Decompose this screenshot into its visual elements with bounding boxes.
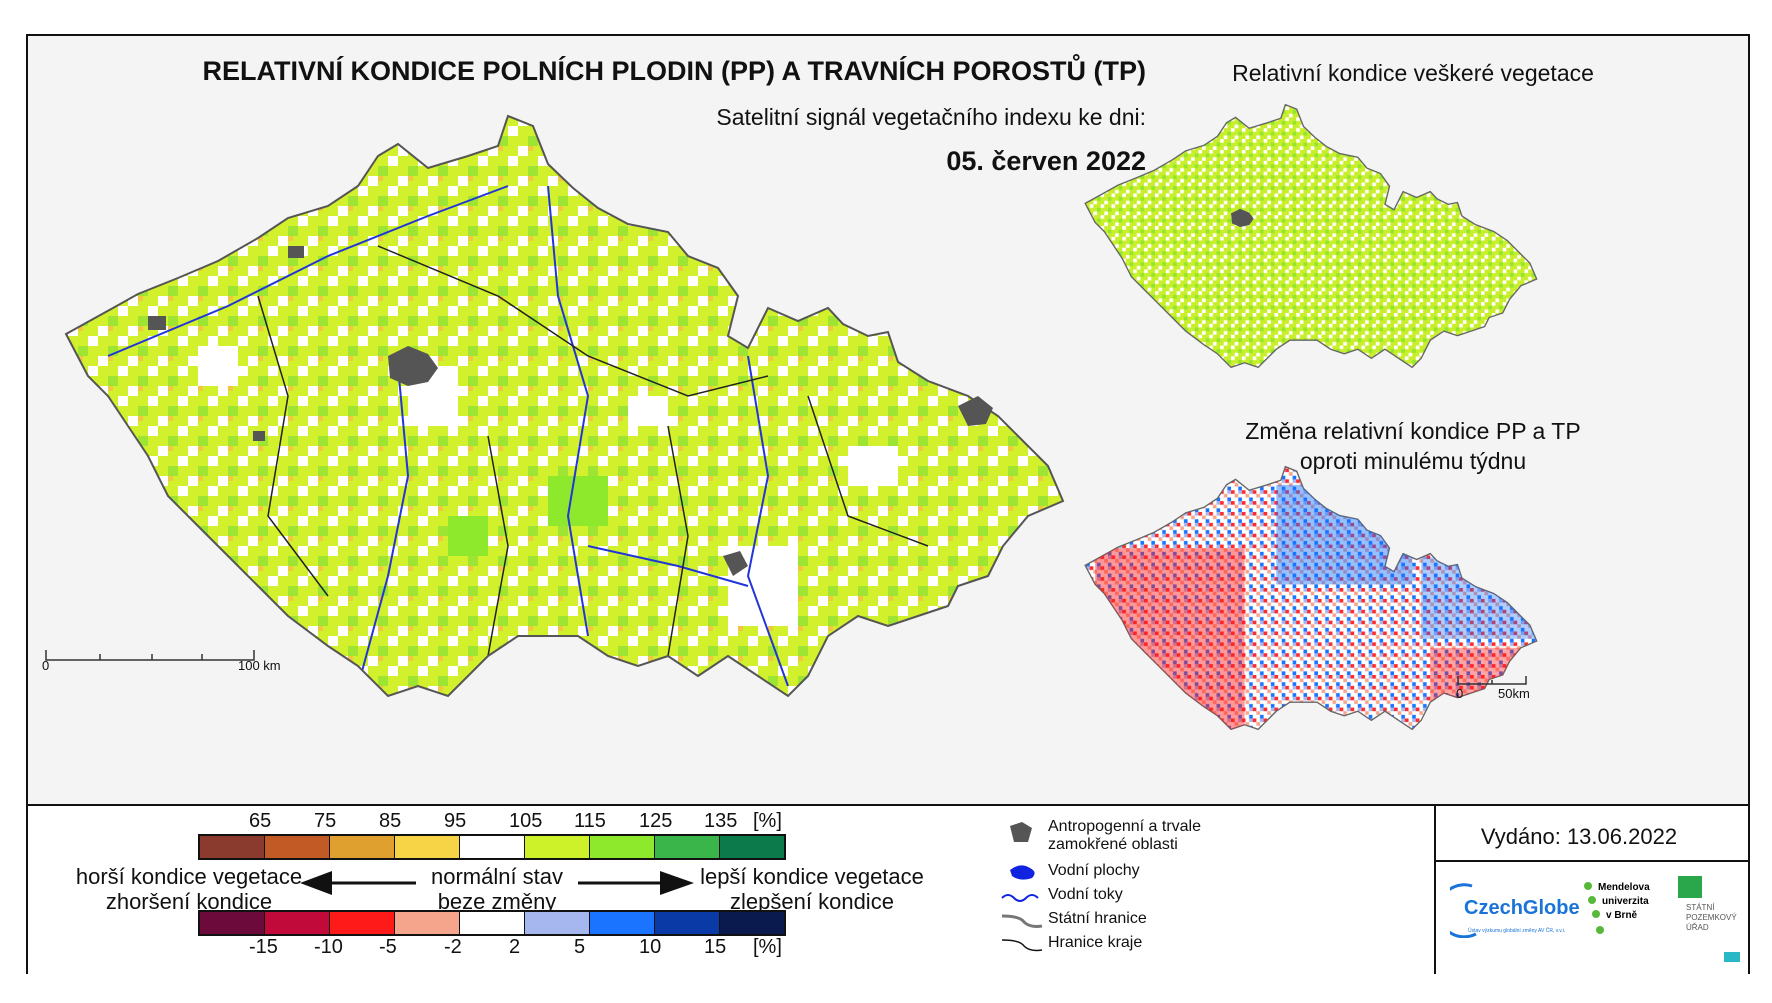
river-label: Vodní toky xyxy=(1048,886,1123,903)
change-label: 15 xyxy=(704,936,727,958)
inset-top-title: Relativní kondice veškeré vegetace xyxy=(1232,60,1594,86)
condition-swatch xyxy=(459,836,524,858)
mendel-logo-line1: Mendelova xyxy=(1598,882,1650,893)
map-area: RELATIVNÍ KONDICE POLNÍCH PLODIN (PP) A … xyxy=(28,36,1748,804)
urban-area-label-line1: Antropogenní a trvale xyxy=(1048,818,1201,835)
change-label: 10 xyxy=(639,936,662,958)
spu-logo-line3: ÚŘAD xyxy=(1686,923,1709,932)
map-subtitle: Satelitní signál vegetačního indexu ke d… xyxy=(716,104,1146,130)
left-arrow-icon xyxy=(300,871,416,895)
condition-label: 65 xyxy=(249,810,272,832)
inset-scale-start: 0 xyxy=(1456,686,1464,701)
change-swatch xyxy=(394,912,459,934)
condition-swatch xyxy=(394,836,459,858)
condition-label: 95 xyxy=(444,810,467,832)
condition-label: 115 xyxy=(574,810,606,832)
czechglobe-logo-sub: Ústav výzkumu globální změny AV ČR, v.v.… xyxy=(1468,927,1565,934)
mendel-logo: Mendelova univerzita v Brně xyxy=(1584,882,1650,934)
urban-area-label-line2: zamokřené oblasti xyxy=(1048,836,1178,853)
condition-swatch xyxy=(200,836,264,858)
czechglobe-logo: CzechGlobe Ústav výzkumu globální změny … xyxy=(1450,883,1580,938)
inset-change-map xyxy=(1084,466,1538,730)
condition-label: 75 xyxy=(314,810,337,832)
inset-vegetation-map xyxy=(1084,103,1538,368)
legend-divider-vertical xyxy=(1434,806,1436,974)
right-arrow-icon xyxy=(578,871,694,895)
inset-scale-end: 50km xyxy=(1498,686,1530,701)
map-title: RELATIVNÍ KONDICE POLNÍCH PLODIN (PP) A … xyxy=(202,56,1147,86)
better-line2: zlepšení kondice xyxy=(730,889,894,914)
condition-swatch xyxy=(719,836,784,858)
spu-logo-line2: POZEMKOVÝ xyxy=(1686,913,1737,922)
change-swatch xyxy=(329,912,394,934)
change-swatch xyxy=(589,912,654,934)
change-swatch xyxy=(200,912,264,934)
worse-text: horší kondice vegetace zhoršení kondice xyxy=(58,864,320,914)
urban-area-icon xyxy=(1010,822,1032,842)
condition-legend-bar xyxy=(198,834,786,860)
prague-urban xyxy=(388,346,438,386)
condition-swatch xyxy=(589,836,654,858)
change-label: -5 xyxy=(379,936,397,958)
brno-urban xyxy=(723,551,748,576)
normal-text: normální stav beze změny xyxy=(424,864,570,914)
condition-label: 125 xyxy=(639,810,673,832)
change-label: -2 xyxy=(444,936,462,958)
inset-bottom-title-line2: oproti minulému týdnu xyxy=(1299,448,1527,474)
river-icon xyxy=(1001,894,1039,902)
inset-bottom-title: Změna relativní kondice PP a TP oproti m… xyxy=(1218,416,1608,476)
main-map xyxy=(65,115,1064,697)
main-scale-start: 0 xyxy=(42,658,50,673)
condition-swatch xyxy=(264,836,329,858)
condition-swatch xyxy=(654,836,719,858)
change-label: [%] xyxy=(753,936,782,958)
better-line1: lepší kondice vegetace xyxy=(700,864,924,889)
urban-area-label: Antropogenní a trvale zamokřené oblasti xyxy=(1048,818,1201,854)
mendel-logo-line3: v Brně xyxy=(1606,910,1638,921)
state-border-icon xyxy=(1001,914,1043,928)
change-swatch xyxy=(654,912,719,934)
change-swatch xyxy=(719,912,784,934)
change-swatch xyxy=(524,912,589,934)
spu-logo: STÁTNÍ POZEMKOVÝ ÚŘAD xyxy=(1678,876,1740,962)
change-label: -10 xyxy=(314,936,343,958)
map-date: 05. červen 2022 xyxy=(946,146,1146,176)
main-scale-bar xyxy=(45,650,255,661)
condition-label: [%] xyxy=(753,810,782,832)
change-label: -15 xyxy=(249,936,278,958)
condition-label: 135 xyxy=(704,810,738,832)
condition-swatch xyxy=(329,836,394,858)
worse-line2: zhoršení kondice xyxy=(105,889,273,914)
spu-logo-line1: STÁTNÍ xyxy=(1686,903,1715,912)
map-frame: RELATIVNÍ KONDICE POLNÍCH PLODIN (PP) A … xyxy=(26,34,1750,974)
normal-line1: normální stav xyxy=(430,864,564,889)
change-swatch xyxy=(459,912,524,934)
main-scale-end: 100 km xyxy=(238,658,281,673)
worse-line1: horší kondice vegetace xyxy=(75,864,303,889)
change-swatch xyxy=(264,912,329,934)
issued-date: Vydáno: 13.06.2022 xyxy=(1480,824,1678,849)
region-border-icon xyxy=(1001,939,1043,952)
water-body-label: Vodní plochy xyxy=(1048,862,1140,879)
ostrava-urban xyxy=(958,396,993,426)
inset-scale-bar xyxy=(1457,676,1527,685)
change-legend-bar xyxy=(198,910,786,936)
condition-swatch xyxy=(524,836,589,858)
state-border-label: Státní hranice xyxy=(1048,910,1147,927)
condition-label: 85 xyxy=(379,810,402,832)
normal-line2: beze změny xyxy=(437,889,557,914)
change-label: 5 xyxy=(574,936,586,958)
better-text: lepší kondice vegetace zlepšení kondice xyxy=(690,864,934,914)
condition-label: 105 xyxy=(509,810,543,832)
legend-divider-horizontal xyxy=(1434,860,1748,862)
region-border-label: Hranice kraje xyxy=(1048,934,1143,951)
inset-bottom-title-line1: Změna relativní kondice PP a TP xyxy=(1245,418,1581,444)
legend-panel: 65 75 85 95 105 115 125 135 [%] horší kondice ve… xyxy=(28,804,1748,974)
water-body-icon xyxy=(1010,865,1035,880)
czechglobe-logo-text: CzechGlobe xyxy=(1464,897,1580,919)
mendel-logo-line2: univerzita xyxy=(1602,896,1649,907)
change-label: 2 xyxy=(509,936,521,958)
